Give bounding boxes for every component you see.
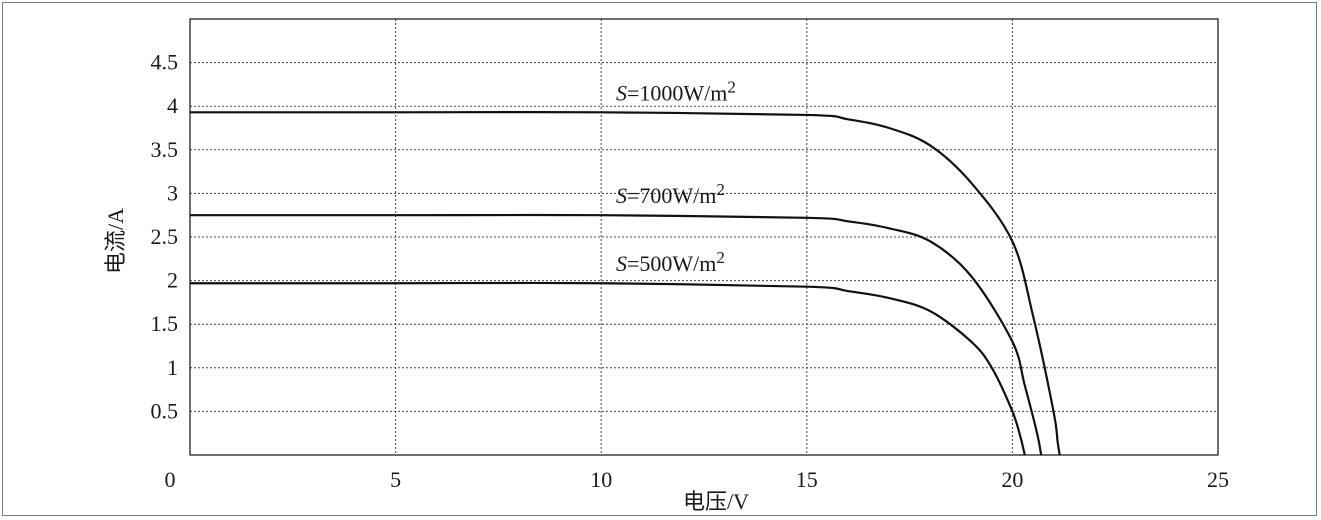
iv-characteristic-chart: 0 5 10 15 20 25 0.5 1 1.5 2 2.5 3 3.5 4 4.5 S=1000W/m… [103,18,1230,514]
x-tick-label: 0 [165,467,176,492]
y-tick-label: 2 [167,268,178,293]
y-axis-label: 电流/A [103,208,128,274]
x-tick-label: 10 [590,467,612,492]
series-label-3: S=500W/m2 [616,248,725,276]
y-tick-label: 1.5 [151,311,179,336]
series-line-2 [190,213,1043,456]
x-axis-label: 电压/V [683,489,749,514]
y-tick-label: 2.5 [151,224,179,249]
x-tick-label: 5 [390,467,401,492]
y-tick-label: 3.5 [151,137,179,162]
series-line-3 [189,281,1026,456]
x-tick-label: 15 [796,467,818,492]
x-tick-label: 25 [1207,467,1229,492]
y-tick-label: 3 [167,180,178,205]
series-label-1: S=1000W/m2 [616,77,736,105]
x-tick-labels: 0 5 10 15 20 25 [165,467,1230,492]
y-tick-label: 4 [167,93,178,118]
series-curves [189,111,1061,456]
y-tick-labels: 0.5 1 1.5 2 2.5 3 3.5 4 4.5 [151,50,179,424]
plot-area [189,18,1219,456]
x-tick-label: 20 [1001,467,1023,492]
grid [190,19,1218,455]
series-annotations: S=1000W/m2 S=700W/m2 S=500W/m2 [616,77,736,276]
series-label-2: S=700W/m2 [616,180,725,208]
y-tick-label: 0.5 [151,398,179,423]
series-line-1 [189,111,1061,456]
y-tick-label: 1 [167,355,178,380]
y-tick-label: 4.5 [151,50,179,75]
